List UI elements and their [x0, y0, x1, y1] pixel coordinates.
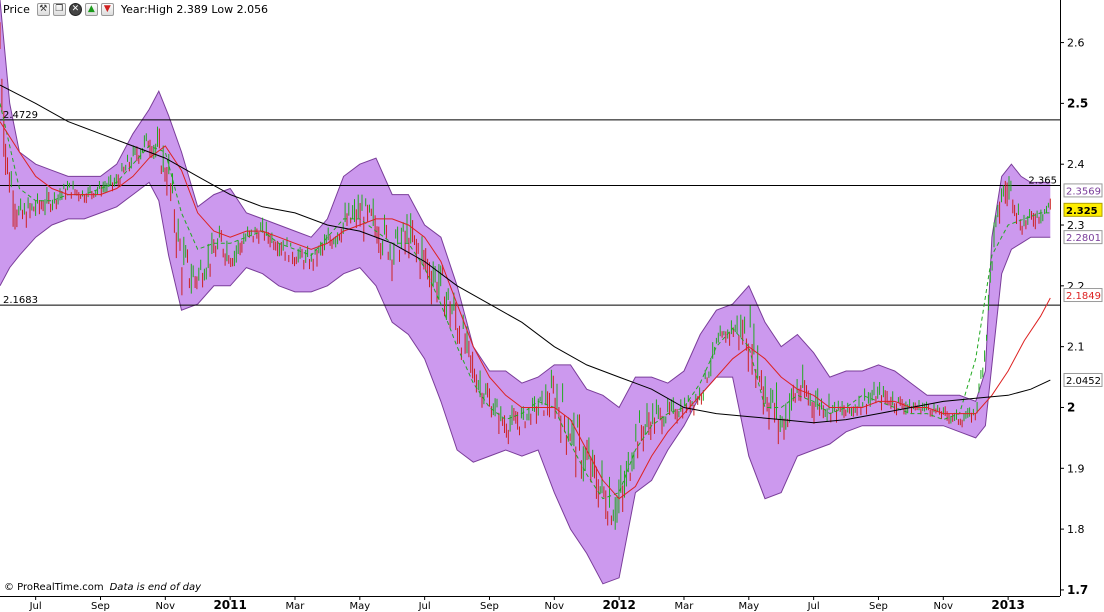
window-icon[interactable]: ❐: [52, 2, 66, 16]
close-icon[interactable]: ✕: [68, 2, 82, 16]
right-value-labels: 2.3569 2.325 2.2801 2.1849 2.0452: [1063, 183, 1103, 387]
x-tick-label-13: Sep: [869, 601, 888, 612]
y-tick-label-7: 1.9: [1067, 462, 1085, 475]
x-tick-label-3: 2011: [213, 598, 246, 612]
bollinger-band-fill: [0, 0, 1051, 584]
wrench-icon[interactable]: ⚒: [36, 2, 50, 16]
right-value-box-3: [1063, 288, 1103, 303]
arrow-up-icon[interactable]: ▲: [84, 2, 98, 16]
x-tick-label-2: Nov: [156, 601, 176, 612]
price-bars-layer: [0, 22, 1051, 530]
year-high-low-stats: Year:High 2.389 Low 2.056: [120, 2, 269, 16]
x-tick-label-10: Mar: [675, 601, 695, 612]
bollinger-band-layer: [0, 0, 1051, 585]
x-tick-label-5: May: [349, 601, 370, 612]
right-value-label-3: 2.1849: [1066, 291, 1101, 302]
x-tick-label-4: Mar: [286, 601, 306, 612]
horizontal-lines-layer: 2.4729 2.365 2.1683: [0, 110, 1060, 306]
bollinger-upper-line: [0, 0, 1051, 409]
footer-brand: © ProRealTime.com: [4, 582, 104, 593]
right-value-box-4: [1063, 372, 1103, 387]
y-tick-label-6: 2: [1067, 400, 1075, 414]
x-tick-label-9: 2012: [602, 598, 635, 612]
x-tick-label-8: Nov: [545, 601, 565, 612]
y-tick-label-0: 2.6: [1067, 37, 1085, 50]
horizontal-line-label-0: 2.4729: [3, 110, 38, 121]
x-tick-label-14: Nov: [934, 601, 954, 612]
right-value-label-0: 2.3569: [1066, 186, 1101, 197]
y-tick-label-5: 2.1: [1067, 341, 1085, 354]
right-value-box-1: [1063, 202, 1103, 217]
x-tick-label-6: Jul: [418, 601, 431, 612]
ma-green-dashed-line: [0, 103, 1051, 500]
right-value-box-0: [1063, 183, 1103, 198]
footer-data-note: Data is end of day: [109, 582, 202, 593]
x-tick-label-0: Jul: [29, 601, 42, 612]
y-tick-label-8: 1.8: [1067, 523, 1085, 536]
x-tick-label-7: Sep: [480, 601, 499, 612]
x-axis: Jul Sep Nov 2011 Mar May Jul Sep Nov 2012 Mar May Ju…: [29, 596, 1025, 612]
moving-averages-layer: [0, 84, 1051, 500]
arrow-down-icon[interactable]: ▼: [100, 2, 114, 16]
bollinger-lower-line: [0, 181, 1051, 585]
ma-black-line: [0, 84, 1051, 424]
chart-toolbar: Price ⚒ ❐ ✕ ▲ ▼ Year:High 2.389 Low 2.05…: [0, 0, 1060, 18]
y-tick-label-1: 2.5: [1067, 96, 1088, 110]
chart-frame: [0, 0, 1061, 597]
y-axis: 2.62.52.42.32.22.121.91.81.7: [1060, 37, 1088, 597]
right-value-box-2: [1063, 230, 1103, 245]
horizontal-line-label-1: 2.365: [1028, 175, 1057, 186]
chart-title: Price: [3, 2, 30, 16]
right-value-label-2: 2.2801: [1066, 233, 1101, 244]
horizontal-line-label-2: 2.1683: [3, 295, 38, 306]
right-value-label-4: 2.0452: [1066, 376, 1101, 387]
x-tick-label-11: May: [738, 601, 759, 612]
x-tick-label-15: 2013: [991, 598, 1024, 612]
y-tick-label-9: 1.7: [1067, 583, 1088, 597]
x-tick-label-1: Sep: [91, 601, 110, 612]
y-tick-label-3: 2.3: [1067, 219, 1085, 232]
x-tick-label-12: Jul: [807, 601, 820, 612]
footer-note: © ProRealTime.com Data is end of day: [4, 582, 201, 593]
right-value-label-1: 2.325: [1066, 206, 1098, 217]
y-tick-label-2: 2.4: [1067, 158, 1085, 171]
